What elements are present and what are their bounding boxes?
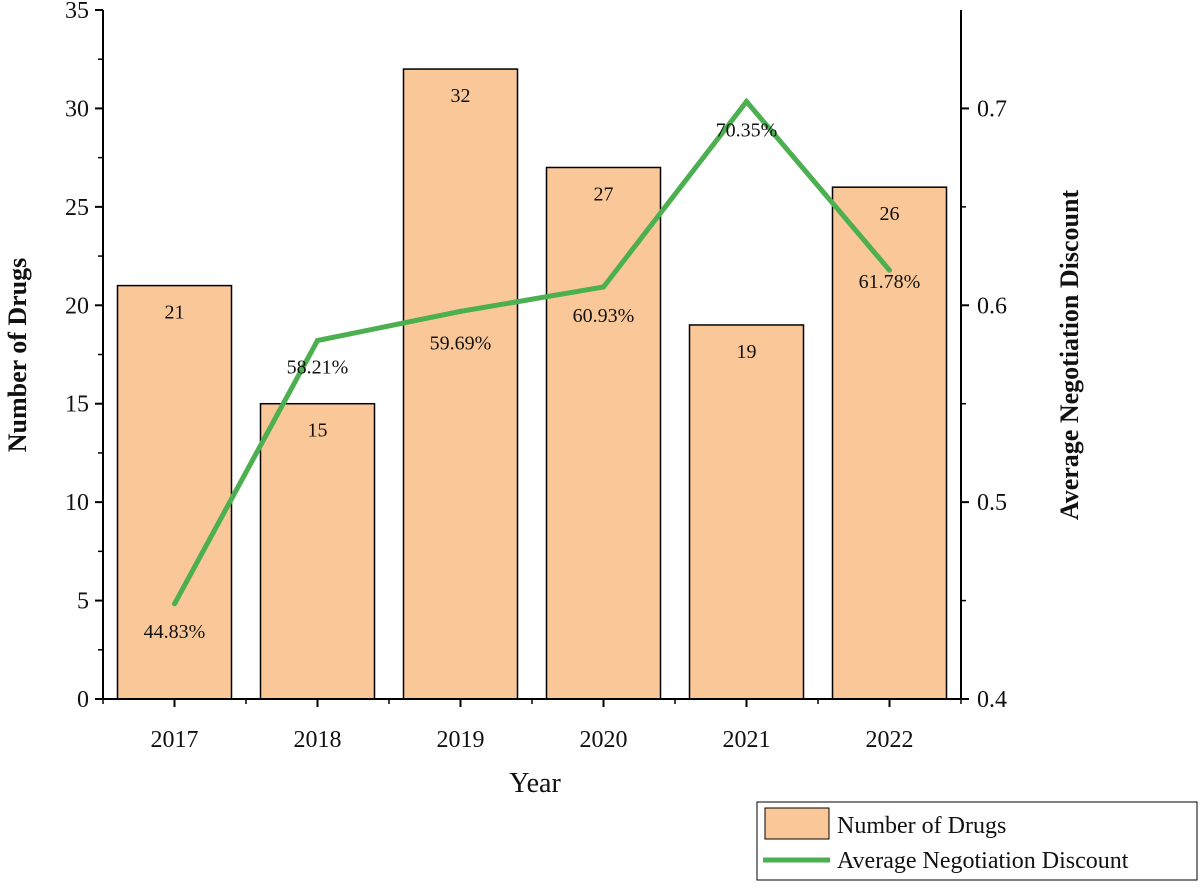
legend-swatch-bar: [764, 807, 830, 840]
bar-2017: [116, 284, 233, 700]
x-tick-label-2019: 2019: [437, 727, 485, 753]
x-axis-title: Year: [509, 768, 561, 799]
y2-tick-label-0.4: 0.4: [977, 687, 1007, 713]
axes-layer: 0 5 10 15 20 25 30 35 0.4 0.5 0.6 0.7 2017 2018 2019 20…: [65, 0, 1007, 753]
discount-line: [172, 97, 892, 606]
y-tick-label-35: 35: [65, 0, 89, 24]
bar-value-label-2020: 27: [594, 183, 614, 205]
discount-label-2021: 70.35%: [716, 120, 778, 142]
discount-point-2018: [315, 338, 320, 344]
y-tick-label-5: 5: [77, 589, 89, 615]
y-tick-label-15: 15: [65, 392, 89, 418]
bar-2020: [545, 166, 662, 700]
discount-label-2022: 61.78%: [859, 271, 921, 293]
y2-tick-label-0.7: 0.7: [977, 96, 1007, 122]
bar-value-label-2022: 26: [880, 203, 900, 225]
labels-layer: 21 15 32 27 19 26 44.83% 58.21% 59.69% 60.93% 70.3…: [144, 85, 921, 643]
line-layer: [172, 97, 892, 607]
y2-tick-label-0.5: 0.5: [977, 490, 1007, 516]
bar-value-label-2021: 19: [737, 341, 757, 363]
y-tick-label-20: 20: [65, 293, 89, 319]
y-tick-label-10: 10: [65, 490, 89, 516]
discount-point-2021: [744, 99, 749, 105]
x-tick-label-2018: 2018: [294, 727, 342, 753]
y-tick-label-25: 25: [65, 195, 89, 221]
bar-2019: [402, 68, 519, 700]
x-tick-label-2017: 2017: [151, 727, 199, 753]
discount-point-2019: [458, 308, 463, 314]
legend: Number of Drugs Average Negotiation Disc…: [756, 801, 1198, 881]
bars-layer: [116, 68, 948, 700]
discount-label-2019: 59.69%: [430, 332, 492, 354]
bar-2018: [259, 402, 376, 700]
legend-box: [756, 801, 1198, 881]
y2-tick-label-0.6: 0.6: [977, 293, 1007, 319]
legend-label-bar: Number of Drugs: [837, 813, 1006, 839]
bar-value-label-2018: 15: [308, 420, 328, 442]
x-tick-label-2022: 2022: [866, 727, 914, 753]
discount-point-2017: [172, 601, 177, 607]
y-tick-label-30: 30: [65, 96, 89, 122]
bar-value-label-2017: 21: [165, 302, 185, 324]
legend-label-line: Average Negotiation Discount: [837, 848, 1129, 874]
discount-label-2020: 60.93%: [573, 305, 635, 327]
bar-2022: [831, 186, 948, 700]
x-tick-label-2020: 2020: [580, 727, 628, 753]
y2-axis-title: Average Negotiation Discount: [1055, 190, 1084, 521]
bar-2021: [688, 324, 805, 700]
bar-value-label-2019: 32: [451, 85, 471, 107]
discount-point-2020: [601, 284, 606, 290]
discount-label-2018: 58.21%: [287, 357, 349, 379]
y-axis-title: Number of Drugs: [3, 258, 32, 453]
discount-label-2017: 44.83%: [144, 621, 206, 643]
x-tick-label-2021: 2021: [723, 727, 771, 753]
discount-point-2022: [887, 267, 892, 273]
y-tick-label-0: 0: [77, 687, 89, 713]
